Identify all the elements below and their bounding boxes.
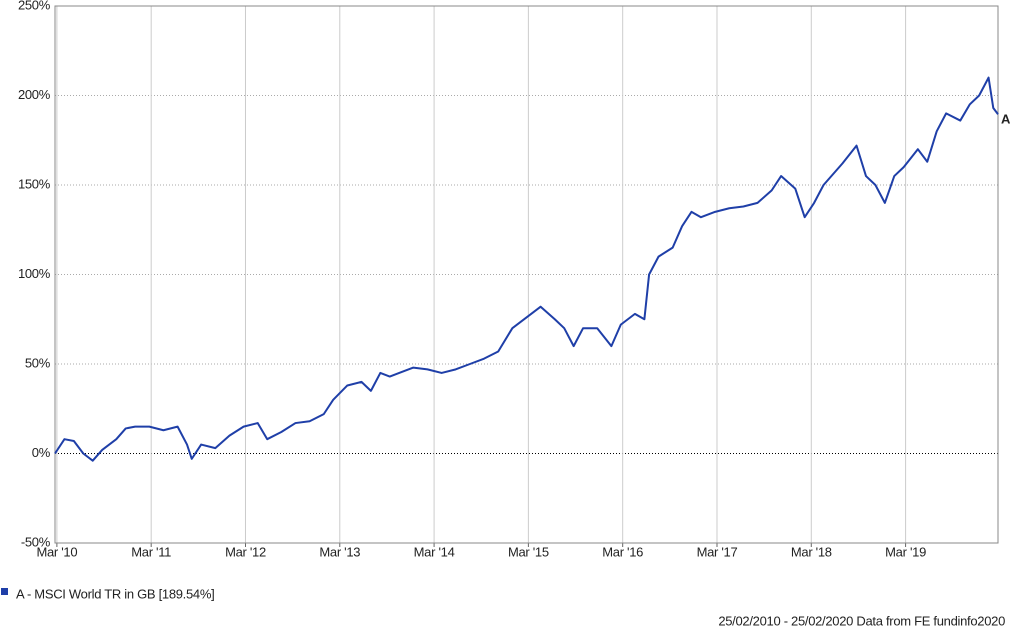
x-tick-label: Mar '10: [36, 544, 77, 559]
y-tick-label: -50%: [21, 534, 51, 549]
x-tick-label: Mar '12: [225, 544, 266, 559]
y-tick-label: 200%: [18, 87, 51, 102]
x-tick-label: Mar '13: [319, 544, 360, 559]
y-tick-label: 50%: [25, 355, 51, 370]
plot-frame: [54, 5, 999, 544]
footer: 25/02/2010 - 25/02/2020 Data from FE fun…: [718, 613, 1005, 628]
y-tick-label: 250%: [18, 0, 51, 12]
y-tick-label: 150%: [18, 176, 51, 191]
series-line: [54, 76, 999, 462]
x-tick-label: Mar '18: [791, 544, 832, 559]
y-tick-label: 0%: [32, 445, 51, 460]
legend-swatch: [1, 588, 8, 595]
x-tick-label: Mar '16: [602, 544, 643, 559]
x-tick-label: Mar '11: [131, 544, 171, 559]
x-tick-label: Mar '17: [697, 544, 738, 559]
x-tick-label: Mar '14: [414, 544, 455, 559]
end-label: A: [1001, 112, 1010, 127]
legend-label: A - MSCI World TR in GB [189.54%]: [16, 586, 214, 601]
y-tick-label: 100%: [18, 266, 51, 281]
x-tick-label: Mar '15: [508, 544, 549, 559]
x-tick-label: Mar '19: [885, 544, 926, 559]
